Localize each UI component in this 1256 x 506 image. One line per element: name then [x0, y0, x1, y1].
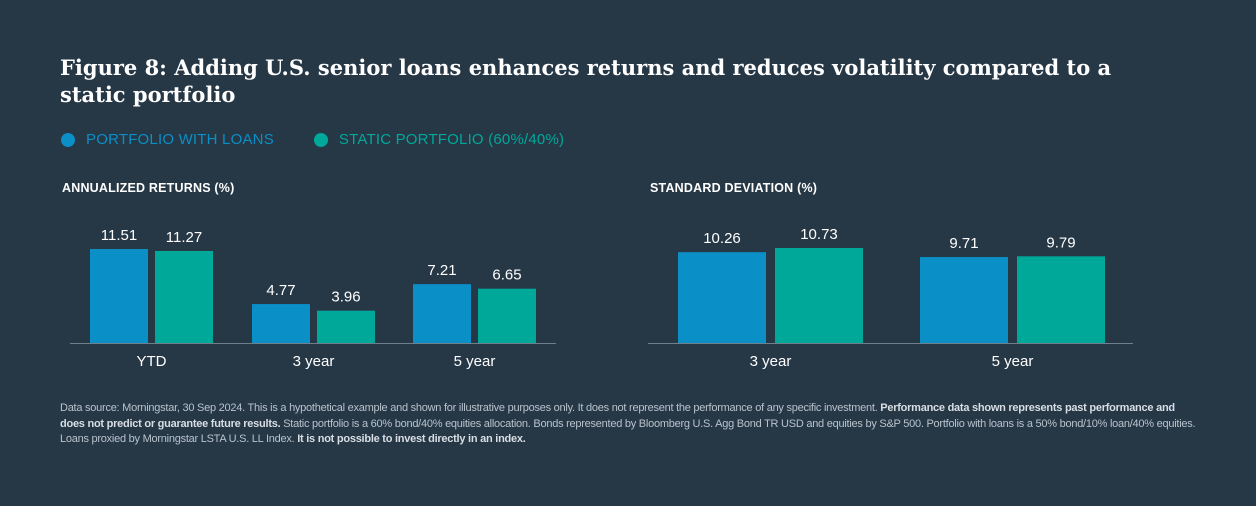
legend-item-portfolio-with-loans: PORTFOLIO WITH LOANS [61, 131, 274, 148]
returns-value-label-1-1: 3.96 [331, 289, 360, 306]
page-title: Figure 8: Adding U.S. senior loans enhan… [60, 55, 1112, 107]
bar-charts: 11.51 11.27 YTD 4.77 3.96 3 year 7.21 6.65 5 yea… [70, 226, 1133, 370]
stddev-bar-static-portfolio-0 [775, 248, 863, 343]
source-note: Data source: Morningstar, 30 Sep 2024. T… [60, 401, 1200, 448]
legend-swatch-portfolio-with-loans [61, 132, 75, 147]
returns-chart-title: ANNUALIZED RETURNS (%) [62, 181, 235, 195]
returns-category-label-2: 5 year [454, 353, 496, 370]
returns-value-label-1-0: 11.27 [166, 229, 202, 246]
legend-label-portfolio-with-loans: PORTFOLIO WITH LOANS [86, 131, 274, 148]
stddev-bar-static-portfolio-1 [1017, 256, 1105, 343]
returns-bar-static-portfolio-0 [155, 250, 213, 343]
stddev-category-label-0: 3 year [750, 353, 792, 370]
stddev-value-label-1-1: 9.79 [1046, 234, 1075, 251]
source-bold-2: It is not possible to invest directly in… [297, 433, 526, 445]
returns-category-label-0: YTD [137, 353, 167, 370]
legend-swatch-static-portfolio [313, 132, 328, 147]
chart-legend: PORTFOLIO WITH LOANS STATIC PORTFOLIO (6… [61, 131, 564, 148]
legend-label-static-portfolio: STATIC PORTFOLIO (60%/40%) [338, 131, 565, 148]
returns-value-label-0-2: 7.21 [427, 262, 456, 279]
stddev-chart-title: STANDARD DEVIATION (%) [650, 181, 818, 195]
returns-bar-portfolio-with-loans-1 [252, 304, 310, 343]
source-text-2: Static portfolio is a 60% bond/40% equit… [60, 417, 1196, 446]
source-text-1: Data source: Morningstar, 30 Sep 2024. T… [60, 402, 881, 414]
stddev-value-label-1-0: 10.73 [800, 226, 838, 243]
returns-bar-portfolio-with-loans-2 [413, 284, 471, 343]
returns-value-label-0-1: 4.77 [266, 282, 295, 299]
stddev-value-label-0-1: 9.71 [949, 235, 978, 252]
returns-bar-static-portfolio-1 [317, 310, 375, 343]
stddev-bar-portfolio-with-loans-1 [920, 257, 1008, 343]
stddev-bar-portfolio-with-loans-0 [678, 252, 766, 343]
legend-item-static-portfolio: STATIC PORTFOLIO (60%/40%) [313, 131, 565, 148]
stddev-category-label-1: 5 year [992, 353, 1034, 370]
returns-bar-static-portfolio-2 [478, 288, 536, 343]
returns-value-label-0-0: 11.51 [101, 227, 137, 244]
source-bold-1: Performance data shown represents past p… [60, 402, 1175, 430]
returns-category-label-1: 3 year [293, 353, 335, 370]
returns-bar-portfolio-with-loans-0 [90, 249, 148, 343]
stddev-value-label-0-0: 10.26 [703, 230, 741, 247]
returns-value-label-1-2: 6.65 [492, 267, 521, 284]
